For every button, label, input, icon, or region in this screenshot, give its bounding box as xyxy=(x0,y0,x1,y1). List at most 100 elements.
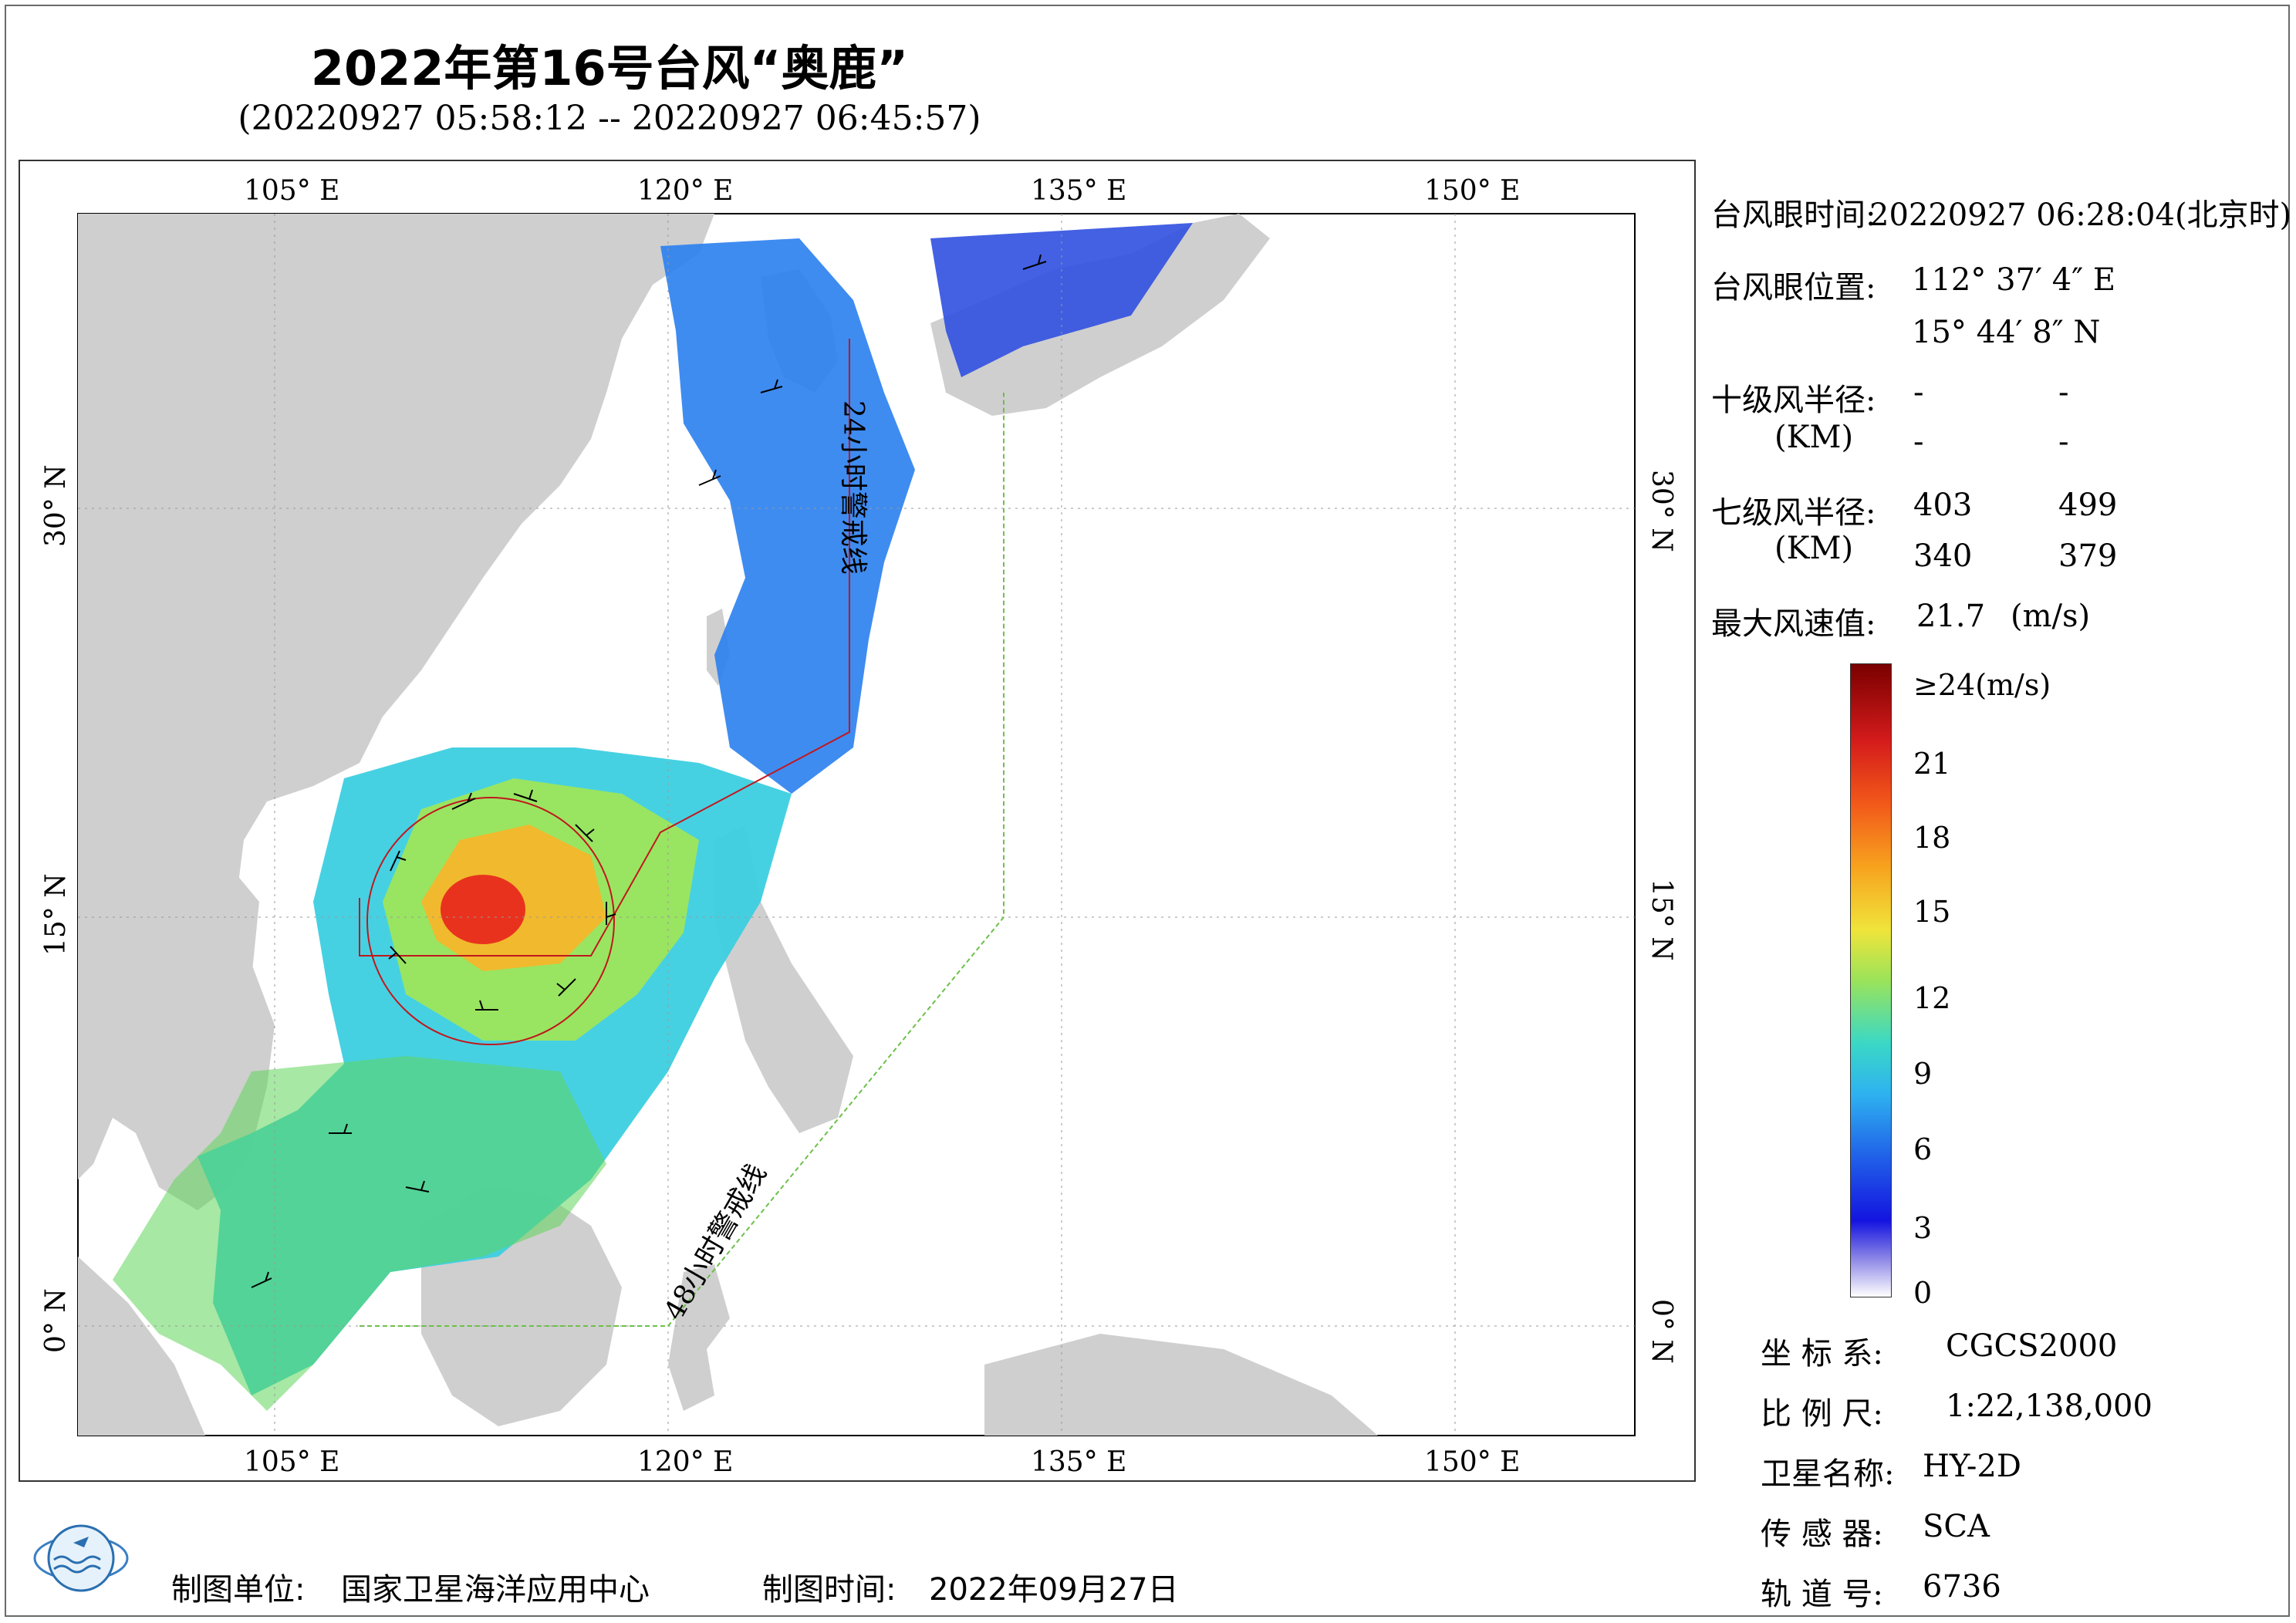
wind-barb xyxy=(606,902,616,925)
crs-row: 坐 标 系: CGCS2000 xyxy=(1761,1328,2285,1372)
scale-label: 比 例 尺: xyxy=(1761,1396,1883,1432)
wind-barb xyxy=(451,792,476,810)
lon-tick-top-135: 135° E xyxy=(1031,175,1126,207)
lat-labels-right: 30° N 15° N 0° N xyxy=(1646,470,1677,1364)
r7-unit: (KM) xyxy=(1774,531,1854,566)
r10-value-ne: - xyxy=(1913,375,1924,410)
r7-value-se: 499 xyxy=(2058,488,2118,523)
wind-barb xyxy=(513,789,538,802)
colorbar-tick: 18 xyxy=(1913,821,1951,855)
sensor-label: 传 感 器: xyxy=(1761,1517,1883,1552)
wind-barb xyxy=(329,1123,352,1134)
orbit-value: 6736 xyxy=(1923,1569,2001,1604)
date-value: 2022年09月27日 xyxy=(929,1572,1179,1608)
sensor-value: SCA xyxy=(1923,1509,1990,1544)
colorbar-tick: 6 xyxy=(1913,1132,1933,1166)
lat-tick-left-15: 15° N xyxy=(40,873,72,956)
swath-north xyxy=(660,238,915,794)
lat-tick-right-0: 0° N xyxy=(1646,1299,1677,1364)
eye-time-value: 20220927 06:28:04(北京时) xyxy=(1869,197,2292,233)
wind-barb xyxy=(475,1000,498,1011)
lat-labels-left: 30° N 15° N 0° N xyxy=(40,464,72,1353)
swath-typhoon-core xyxy=(441,875,525,944)
r10-label: 十级风半径: xyxy=(1711,383,1876,418)
max-wind-row: 最大风速值: 21.7 (m/s) xyxy=(1711,599,2290,642)
label-24h-line: 24小时警戒线 xyxy=(837,400,869,575)
land-indochina xyxy=(78,840,259,1087)
land-new-guinea xyxy=(984,1334,1378,1436)
scale-row: 比 例 尺: 1:22,138,000 xyxy=(1761,1388,2285,1432)
producer-label: 制图单位: xyxy=(171,1572,306,1608)
nsoas-logo xyxy=(33,1524,129,1592)
time-range: (20220927 05:58:12 -- 20220927 06:45:57) xyxy=(238,99,981,138)
lon-labels-bottom: 105° E 120° E 135° E 150° E xyxy=(244,1446,1520,1478)
warning-line-48h xyxy=(360,393,1004,1327)
lon-labels-top: 105° E 120° E 135° E 150° E xyxy=(244,175,1520,207)
land-sumatra xyxy=(78,1257,205,1436)
lon-tick-top-150: 150° E xyxy=(1424,175,1520,207)
lat-tick-right-15: 15° N xyxy=(1646,879,1677,961)
colorbar-tick: 9 xyxy=(1913,1057,1933,1091)
map-title: 2022年第16号台风“奥鹿” xyxy=(310,40,909,96)
lon-tick-bottom-105: 105° E xyxy=(244,1446,339,1478)
wind-barb xyxy=(390,850,407,872)
wind-barb xyxy=(251,1271,272,1288)
r7-label: 七级风半径: xyxy=(1711,495,1876,531)
land-sulawesi xyxy=(668,1264,730,1411)
map-panel[interactable]: 24小时警戒线 48小时警戒线 105° E 120° E 135° E 150… xyxy=(19,160,1696,1482)
r7-value-ne: 403 xyxy=(1913,488,1973,523)
wind-barb xyxy=(760,379,783,393)
lat-tick-left-30: 30° N xyxy=(40,464,72,547)
wind-barb xyxy=(575,824,595,842)
colorbar-top-label: ≥24(m/s) xyxy=(1913,668,2051,702)
r10-value-nw: - xyxy=(2058,424,2069,460)
eye-time-row: 台风眼时间: 20220927 06:28:04(北京时) xyxy=(1711,190,2291,233)
colorbar-tick: 3 xyxy=(1913,1211,1933,1245)
wind-barb xyxy=(388,946,407,964)
wind-barb xyxy=(1022,254,1047,270)
r10-row: 十级风半径: (KM) - - - - xyxy=(1711,375,2290,460)
wind-barb xyxy=(556,978,576,997)
lat-tick-right-30: 30° N xyxy=(1646,470,1677,552)
wind-barb xyxy=(698,469,721,486)
scale-value: 1:22,138,000 xyxy=(1946,1388,2152,1424)
colorbar-tick: 15 xyxy=(1913,895,1951,929)
wind-swath xyxy=(113,223,1193,1411)
date-label: 制图时间: xyxy=(762,1572,896,1608)
wind-barbs xyxy=(251,254,1047,1288)
warning-line-24h xyxy=(359,339,850,957)
swath-japan-sea xyxy=(930,223,1193,377)
sensor-row: 传 感 器: SCA xyxy=(1761,1509,2285,1552)
eye-position-row: 台风眼位置: 112° 37′ 4″ E 15° 44′ 8″ N xyxy=(1711,262,2290,350)
r7-value-nw: 379 xyxy=(2058,538,2118,574)
orbit-label: 轨 道 号: xyxy=(1761,1577,1883,1612)
orbit-row: 轨 道 号: 6736 xyxy=(1761,1569,2285,1612)
lon-tick-top-120: 120° E xyxy=(637,175,733,207)
map-canvas[interactable]: 24小时警戒线 48小时警戒线 105° E 120° E 135° E 150… xyxy=(20,161,1697,1483)
wind-radius-circle xyxy=(366,797,615,1045)
wind-barb xyxy=(405,1180,430,1193)
r10-value-se: - xyxy=(2058,375,2069,410)
producer-value: 国家卫星海洋应用中心 xyxy=(341,1572,650,1608)
page-frame xyxy=(5,5,2290,1617)
eye-time-label: 台风眼时间: xyxy=(1711,197,1876,233)
swath-south xyxy=(113,1056,606,1411)
eye-longitude: 112° 37′ 4″ E xyxy=(1912,262,2116,298)
r10-unit: (KM) xyxy=(1774,420,1854,455)
satellite-label: 卫星名称: xyxy=(1761,1456,1895,1492)
eye-position-label: 台风眼位置: xyxy=(1711,270,1876,305)
max-wind-unit: (m/s) xyxy=(2011,599,2091,634)
eye-latitude: 15° 44′ 8″ N xyxy=(1912,315,2101,350)
lon-tick-top-105: 105° E xyxy=(244,175,339,207)
crs-label: 坐 标 系: xyxy=(1761,1336,1883,1372)
r10-value-sw: - xyxy=(1913,424,1924,460)
graticule xyxy=(78,214,1635,1436)
lon-tick-bottom-135: 135° E xyxy=(1031,1446,1126,1478)
max-wind-value: 21.7 xyxy=(1916,599,1986,634)
colorbar-tick: 0 xyxy=(1913,1276,1933,1310)
r7-value-sw: 340 xyxy=(1913,538,1973,574)
lat-tick-left-0: 0° N xyxy=(40,1288,72,1353)
satellite-row: 卫星名称: HY-2D xyxy=(1761,1449,2285,1492)
r7-row: 七级风半径: (KM) 403 499 340 379 xyxy=(1711,488,2290,574)
max-wind-label: 最大风速值: xyxy=(1711,606,1876,642)
